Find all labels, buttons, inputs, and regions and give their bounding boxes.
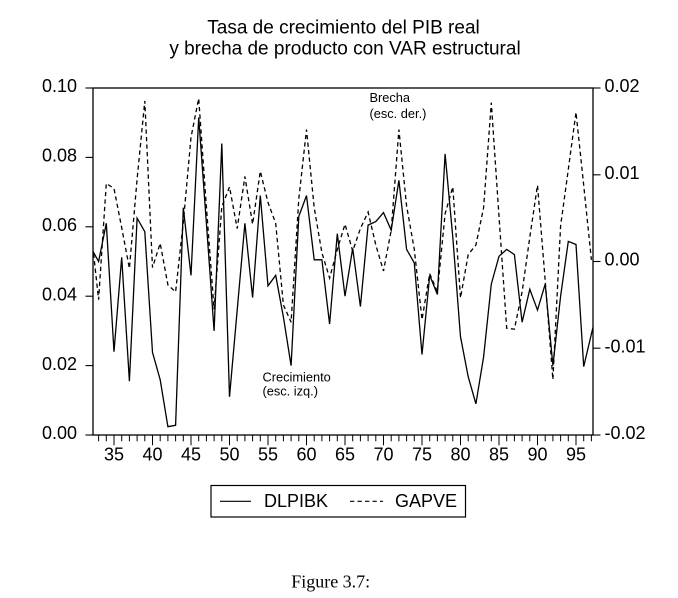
svg-text:70: 70 <box>373 445 393 465</box>
svg-text:35: 35 <box>104 445 124 465</box>
svg-text:0.04: 0.04 <box>42 284 77 304</box>
svg-text:Brecha: Brecha <box>370 90 411 105</box>
svg-text:60: 60 <box>296 445 316 465</box>
svg-text:0.08: 0.08 <box>42 146 77 166</box>
svg-text:Crecimiento: Crecimiento <box>263 370 331 385</box>
svg-text:40: 40 <box>142 445 162 465</box>
svg-text:80: 80 <box>450 445 470 465</box>
svg-text:65: 65 <box>335 445 355 465</box>
svg-text:-0.02: -0.02 <box>605 423 646 443</box>
svg-text:0.01: 0.01 <box>605 163 640 183</box>
svg-text:(esc. der.): (esc. der.) <box>370 106 427 121</box>
svg-text:0.02: 0.02 <box>42 354 77 374</box>
svg-text:-0.01: -0.01 <box>605 336 646 356</box>
svg-text:50: 50 <box>219 445 239 465</box>
svg-text:Tasa de crecimiento del PIB re: Tasa de crecimiento del PIB real <box>207 18 479 39</box>
svg-text:85: 85 <box>489 445 509 465</box>
svg-text:y brecha de producto con VAR e: y brecha de producto con VAR estructural <box>169 39 520 60</box>
svg-text:0.02: 0.02 <box>605 76 640 96</box>
svg-text:0.00: 0.00 <box>42 423 77 443</box>
svg-text:95: 95 <box>566 445 586 465</box>
svg-text:55: 55 <box>258 445 278 465</box>
svg-text:0.06: 0.06 <box>42 215 77 235</box>
svg-text:75: 75 <box>412 445 432 465</box>
svg-text:0.10: 0.10 <box>42 76 77 96</box>
svg-text:90: 90 <box>527 445 547 465</box>
svg-text:DLPIBK: DLPIBK <box>264 491 328 511</box>
svg-text:Figure 3.7:: Figure 3.7: <box>291 572 370 592</box>
svg-text:0.00: 0.00 <box>605 250 640 270</box>
svg-text:GAPVE: GAPVE <box>395 491 457 511</box>
svg-text:45: 45 <box>181 445 201 465</box>
svg-text:(esc. izq.): (esc. izq.) <box>263 384 318 399</box>
